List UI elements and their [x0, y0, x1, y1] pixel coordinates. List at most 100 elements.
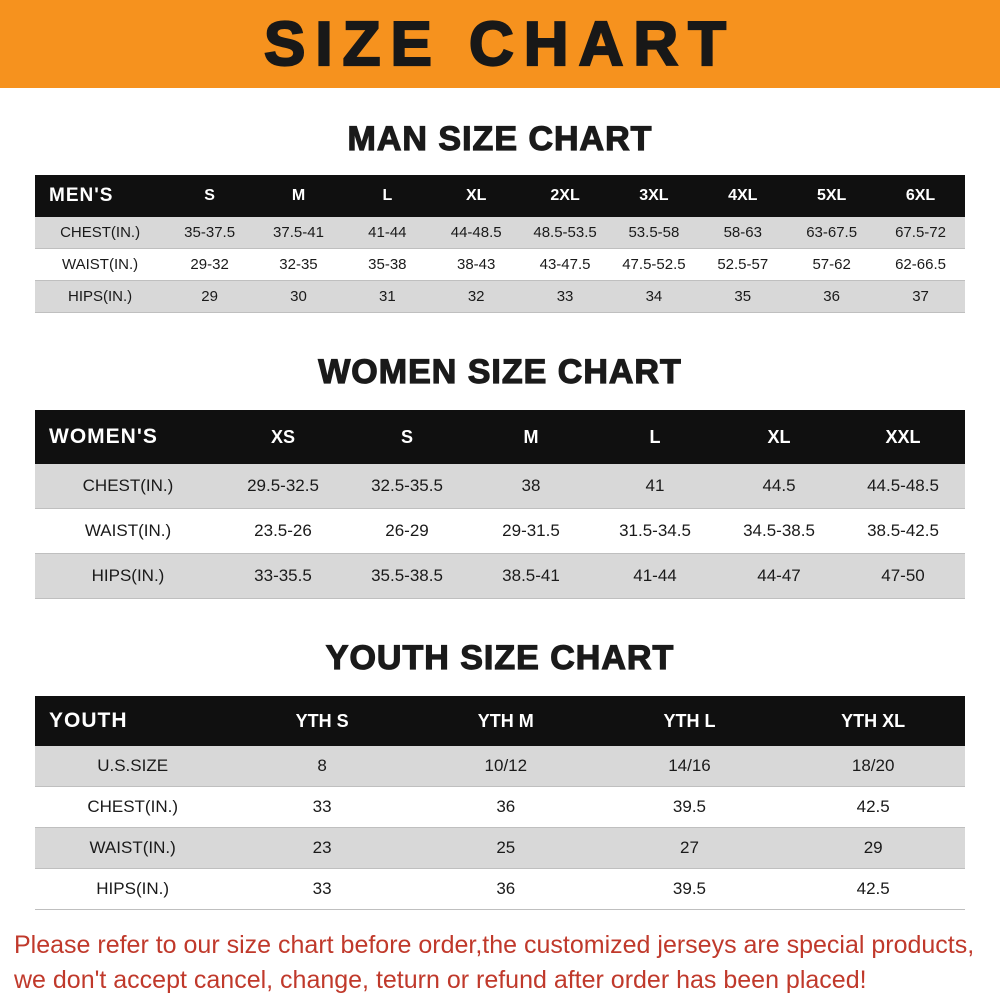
table-cell: 29.5-32.5 — [247, 476, 319, 495]
table-cell: 36 — [496, 879, 516, 898]
row-label: HIPS(IN.) — [96, 879, 170, 898]
table-cell: 36 — [823, 288, 840, 305]
table-row: CHEST(IN.) 29.5-32.5 32.5-35.5 38 41 44.5 44.5… — [35, 464, 965, 509]
row-label: U.S.SIZE — [97, 756, 169, 775]
table-cell: 41-44 — [633, 566, 677, 585]
column-header: YTH M — [413, 696, 598, 746]
table-cell: 35-37.5 — [184, 224, 236, 241]
table-cell: 47-50 — [881, 566, 925, 585]
table-cell: 38 — [521, 476, 541, 495]
column-header: XXL — [841, 410, 965, 464]
table-cell: 23 — [312, 838, 332, 857]
man-size-chart-section: MAN SIZE CHART MEN'S S M L XL 2XL 3XL 4XL 5XL 6XL… — [0, 119, 1000, 313]
table-cell: 42.5 — [856, 879, 890, 898]
table-row: HIPS(IN.) 33-35.5 35.5-38.5 38.5-41 41-44 44-… — [35, 553, 965, 599]
table-row: WAIST(IN.) 29-32 32-35 35-38 38-43 43-47.5 47.… — [35, 249, 965, 281]
table-cell: 58-63 — [723, 224, 762, 241]
table-cell: 8 — [317, 756, 327, 775]
table-cell: 48.5-53.5 — [533, 224, 597, 241]
table-cell: 32-35 — [279, 256, 318, 273]
youth-size-chart-heading: YOUTH SIZE CHART — [325, 638, 675, 677]
table-cell: 38-43 — [457, 256, 496, 273]
women-size-table: WOMEN'S XS S M L XL XXL CHEST(IN.) 29.5-32.5 32.5… — [35, 410, 965, 599]
table-cell: 62-66.5 — [895, 256, 946, 273]
row-label: WAIST(IN.) — [89, 838, 176, 857]
table-cell: 44-47 — [757, 566, 801, 585]
column-header: YTH XL — [781, 696, 965, 746]
table-header-row: YOUTH YTH S YTH M YTH L YTH XL — [35, 696, 965, 746]
column-header: 5XL — [787, 175, 877, 217]
disclaimer-line-1: Please refer to our size chart before or… — [14, 931, 975, 959]
table-cell: 43-47.5 — [539, 256, 591, 273]
table-row: WAIST(IN.) 23.5-26 26-29 29-31.5 31.5-34.5 34… — [35, 509, 965, 554]
column-header: L — [593, 410, 717, 464]
row-label: HIPS(IN.) — [68, 288, 133, 305]
table-cell: 44.5 — [762, 476, 796, 495]
column-header: S — [165, 175, 255, 217]
table-cell: 41-44 — [368, 224, 407, 241]
size-chart-banner: SIZE CHART — [0, 0, 1000, 88]
table-cell: 29 — [863, 838, 883, 857]
table-cell: 31.5-34.5 — [619, 521, 691, 540]
column-header: L — [342, 175, 432, 217]
table-cell: 34.5-38.5 — [743, 521, 815, 540]
table-header-row: WOMEN'S XS S M L XL XXL — [35, 410, 965, 464]
table-cell: 33-35.5 — [254, 566, 312, 585]
table-cell: 33 — [312, 879, 332, 898]
table-cell: 29 — [201, 288, 218, 305]
table-cell: 35.5-38.5 — [371, 566, 443, 585]
table-cell: 26-29 — [385, 521, 429, 540]
column-header: 3XL — [609, 175, 699, 217]
youth-size-chart-section: YOUTH SIZE CHART YOUTH YTH S YTH M YTH L YTH… — [0, 638, 1000, 910]
column-header: XS — [221, 410, 345, 464]
table-cell: 44-48.5 — [450, 224, 502, 241]
disclaimer-line-2: we don't accept cancel, change, teturn o… — [14, 966, 867, 994]
table-cell: 33 — [312, 797, 332, 816]
table-cell: 67.5-72 — [895, 224, 946, 241]
table-cell: 32 — [467, 288, 485, 305]
table-cell: 29-32 — [190, 256, 229, 273]
disclaimer: Please refer to our size chart before or… — [14, 928, 1000, 998]
column-header: S — [345, 410, 469, 464]
row-label: WAIST(IN.) — [62, 256, 139, 273]
table-cell: 36 — [496, 797, 516, 816]
table-cell: 53.5-58 — [628, 224, 680, 241]
table-cell: 52.5-57 — [717, 256, 769, 273]
table-cell: 38.5-41 — [502, 566, 560, 585]
table-cell: 33 — [556, 288, 574, 305]
table-cell: 42.5 — [856, 797, 890, 816]
table-cell: 41 — [645, 476, 665, 495]
table-corner-label: MEN'S — [35, 175, 166, 217]
women-size-chart-heading: WOMEN SIZE CHART — [318, 352, 682, 391]
column-header: 6XL — [876, 175, 965, 217]
table-cell: 31 — [378, 288, 396, 305]
women-size-chart-section: WOMEN SIZE CHART WOMEN'S XS S M L XL XXL CHEST(… — [0, 352, 1000, 599]
column-header: M — [469, 410, 593, 464]
table-header-row: MEN'S S M L XL 2XL 3XL 4XL 5XL 6XL — [35, 175, 965, 217]
table-cell: 44.5-48.5 — [867, 476, 939, 495]
row-label: HIPS(IN.) — [91, 566, 165, 585]
table-cell: 47.5-52.5 — [622, 256, 686, 273]
table-row: WAIST(IN.) 23 25 27 29 — [35, 827, 965, 869]
table-cell: 39.5 — [672, 797, 707, 816]
table-cell: 35 — [734, 288, 752, 305]
table-cell: 63-67.5 — [806, 224, 858, 241]
table-row: CHEST(IN.) 33 36 39.5 42.5 — [35, 787, 965, 828]
row-label: WAIST(IN.) — [84, 521, 172, 540]
table-cell: 35-38 — [368, 256, 407, 273]
table-cell: 23.5-26 — [254, 521, 312, 540]
table-cell: 32.5-35.5 — [371, 476, 443, 495]
row-label: CHEST(IN.) — [60, 224, 141, 241]
column-header: M — [254, 175, 343, 217]
man-size-table: MEN'S S M L XL 2XL 3XL 4XL 5XL 6XL CHEST(IN.) 35-37… — [35, 175, 965, 313]
table-cell: 25 — [496, 838, 516, 857]
table-cell: 27 — [680, 838, 699, 857]
table-corner-label: YOUTH — [35, 696, 231, 746]
table-row: HIPS(IN.) 29 30 31 32 33 34 35 36 37 — [35, 280, 965, 313]
column-header: XL — [717, 410, 841, 464]
table-row: HIPS(IN.) 33 36 39.5 42.5 — [35, 869, 965, 910]
table-cell: 37.5-41 — [273, 224, 324, 241]
table-cell: 38.5-42.5 — [867, 521, 939, 540]
column-header: YTH S — [230, 696, 414, 746]
row-label: CHEST(IN.) — [87, 797, 178, 816]
